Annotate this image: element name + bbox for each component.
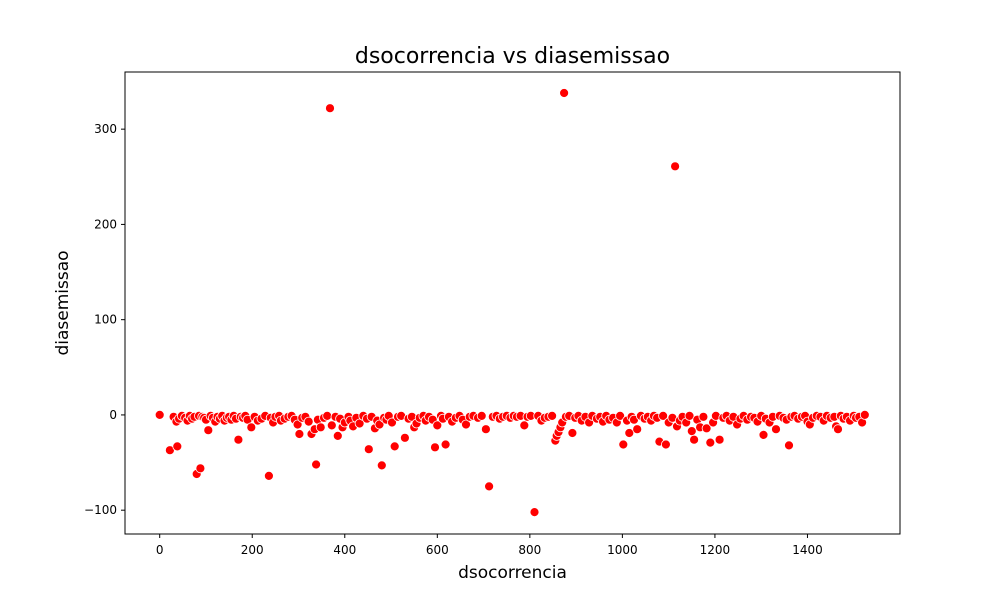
data-point-36 bbox=[246, 422, 257, 433]
data-point-82 bbox=[376, 460, 387, 471]
data-point-115 bbox=[480, 424, 491, 435]
data-point-143 bbox=[567, 428, 578, 438]
data-point-114 bbox=[476, 410, 487, 421]
points-layer bbox=[154, 88, 870, 517]
x-tick-label: 0 bbox=[156, 543, 164, 557]
x-axis-ticks: 0 200 400 600 800 1000 1200 1400 bbox=[156, 534, 823, 557]
x-axis-label: dsocorrencia bbox=[458, 563, 567, 583]
plot-area-frame bbox=[124, 71, 901, 535]
data-point-4 bbox=[172, 441, 183, 452]
y-tick-label: 200 bbox=[94, 217, 117, 231]
x-tick-label: 200 bbox=[241, 543, 264, 557]
y-tick-label: 0 bbox=[109, 408, 117, 422]
data-point-157 bbox=[615, 410, 625, 421]
y-axis-ticks: −100 0 100 200 300 bbox=[84, 122, 125, 517]
data-point-100 bbox=[430, 442, 440, 453]
data-point-116 bbox=[484, 481, 495, 492]
x-tick-label: 400 bbox=[333, 543, 356, 557]
data-point-203 bbox=[758, 429, 769, 440]
x-tick-label: 800 bbox=[518, 543, 541, 557]
data-point-87 bbox=[389, 441, 400, 452]
data-point-60 bbox=[315, 422, 326, 433]
data-point-140 bbox=[559, 88, 569, 98]
data-point-62 bbox=[322, 410, 333, 421]
data-point-77 bbox=[363, 444, 374, 455]
data-point-182 bbox=[689, 434, 699, 445]
y-tick-label: −100 bbox=[84, 503, 117, 517]
data-point-134 bbox=[547, 410, 557, 421]
y-tick-label: 100 bbox=[94, 313, 117, 327]
data-point-104 bbox=[440, 439, 451, 450]
data-point-190 bbox=[714, 434, 725, 445]
data-point-187 bbox=[705, 437, 716, 448]
data-point-185 bbox=[698, 411, 709, 422]
data-point-186 bbox=[701, 423, 712, 434]
x-tick-label: 1200 bbox=[700, 543, 731, 557]
x-tick-label: 600 bbox=[426, 543, 449, 557]
data-point-31 bbox=[233, 434, 244, 445]
data-point-158 bbox=[618, 439, 629, 450]
data-point-101 bbox=[432, 420, 443, 431]
data-point-86 bbox=[387, 417, 397, 428]
data-point-41 bbox=[263, 470, 274, 481]
data-point-0 bbox=[154, 409, 165, 420]
data-point-181 bbox=[686, 426, 697, 437]
data-point-14 bbox=[195, 463, 206, 474]
data-point-160 bbox=[624, 428, 635, 438]
data-point-81 bbox=[374, 419, 385, 430]
y-tick-label: 300 bbox=[94, 122, 117, 136]
data-point-171 bbox=[658, 410, 668, 421]
data-point-227 bbox=[833, 424, 843, 435]
data-point-180 bbox=[684, 410, 695, 421]
data-point-51 bbox=[292, 419, 303, 430]
data-point-18 bbox=[203, 425, 214, 436]
data-point-129 bbox=[529, 507, 540, 517]
x-tick-label: 1000 bbox=[607, 543, 638, 557]
data-point-172 bbox=[661, 439, 671, 450]
data-point-207 bbox=[771, 424, 781, 435]
data-point-55 bbox=[303, 416, 314, 427]
chart-title: dsocorrencia vs diasemissao bbox=[355, 44, 670, 69]
data-point-66 bbox=[332, 430, 343, 441]
data-point-58 bbox=[311, 459, 322, 470]
x-tick-label: 1400 bbox=[792, 543, 823, 557]
data-point-175 bbox=[670, 161, 680, 172]
data-point-90 bbox=[399, 432, 410, 443]
y-axis-label: diasemissao bbox=[53, 250, 73, 355]
data-point-64 bbox=[326, 420, 337, 431]
data-point-52 bbox=[294, 429, 305, 439]
data-point-236 bbox=[859, 409, 870, 420]
data-point-163 bbox=[632, 424, 643, 435]
data-point-126 bbox=[519, 420, 530, 431]
data-point-63 bbox=[325, 103, 335, 114]
data-point-211 bbox=[784, 440, 794, 451]
